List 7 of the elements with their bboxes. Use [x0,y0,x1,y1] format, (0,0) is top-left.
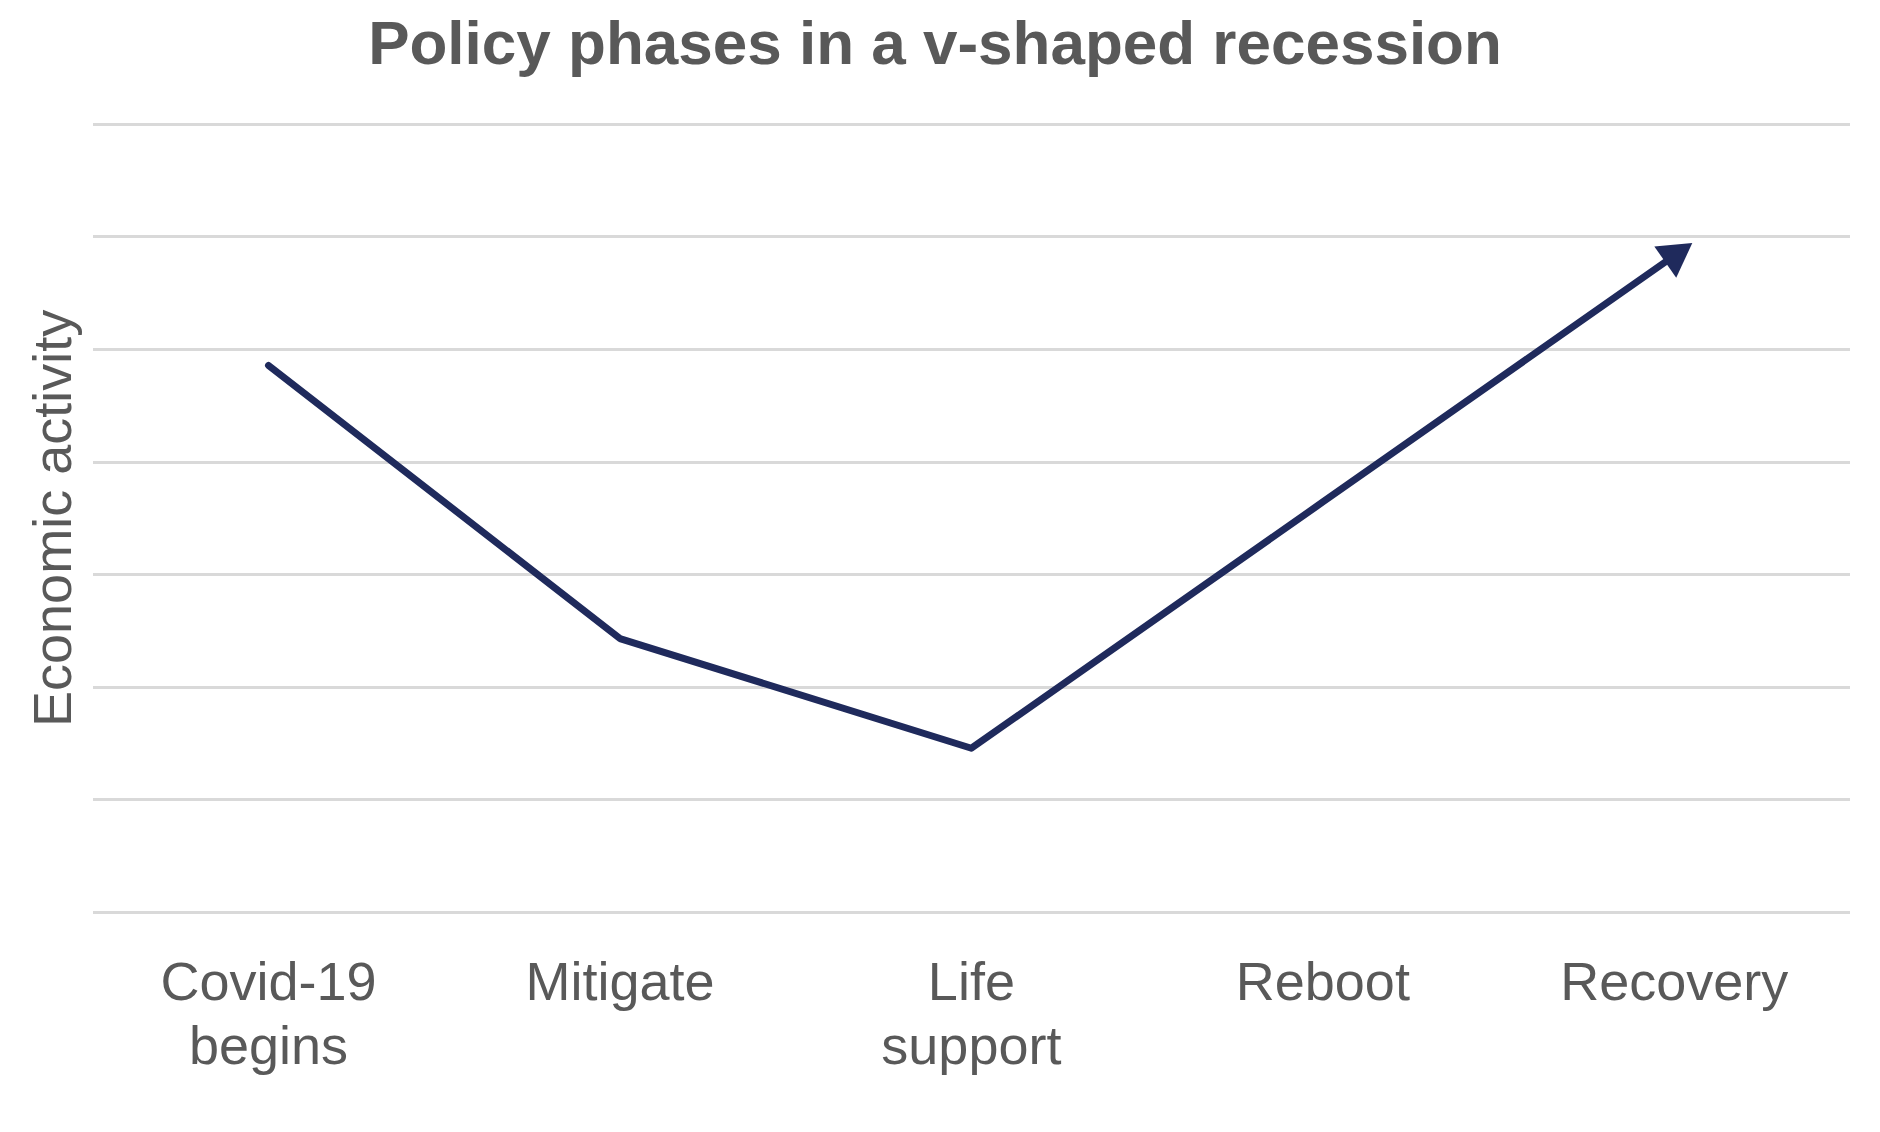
x-tick-label: Reboot [1235,950,1410,1011]
chart-title: Policy phases in a v-shaped recession [368,8,1502,78]
y-axis-title: Economic activity [22,309,83,727]
x-tick-label: Recovery [1560,950,1789,1011]
x-tick-label: Mitigate [525,950,715,1011]
x-tick-label: Covid-19 begins [160,950,377,1076]
x-tick-label: Life support [881,950,1062,1076]
